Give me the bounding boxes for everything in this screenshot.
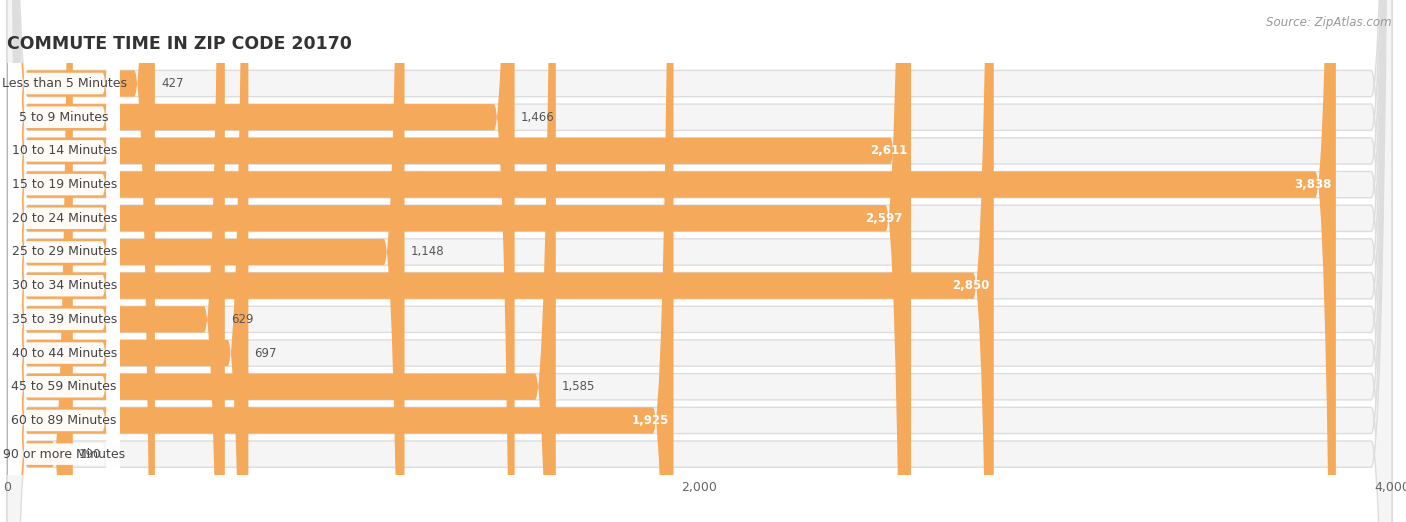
FancyBboxPatch shape <box>7 0 249 522</box>
FancyBboxPatch shape <box>7 0 1392 522</box>
FancyBboxPatch shape <box>8 0 120 522</box>
FancyBboxPatch shape <box>8 0 120 522</box>
FancyBboxPatch shape <box>7 0 1392 522</box>
FancyBboxPatch shape <box>8 0 120 522</box>
Text: 1,466: 1,466 <box>520 111 554 124</box>
Text: 25 to 29 Minutes: 25 to 29 Minutes <box>11 245 117 258</box>
Text: 1,925: 1,925 <box>631 414 669 427</box>
FancyBboxPatch shape <box>7 0 1392 522</box>
Text: 10 to 14 Minutes: 10 to 14 Minutes <box>11 145 117 158</box>
FancyBboxPatch shape <box>7 0 225 522</box>
FancyBboxPatch shape <box>8 0 120 522</box>
FancyBboxPatch shape <box>8 0 120 522</box>
Text: 45 to 59 Minutes: 45 to 59 Minutes <box>11 380 117 393</box>
Text: 60 to 89 Minutes: 60 to 89 Minutes <box>11 414 117 427</box>
FancyBboxPatch shape <box>7 0 1392 522</box>
FancyBboxPatch shape <box>7 0 911 522</box>
FancyBboxPatch shape <box>7 0 907 522</box>
Text: 5 to 9 Minutes: 5 to 9 Minutes <box>20 111 108 124</box>
FancyBboxPatch shape <box>7 0 1392 522</box>
FancyBboxPatch shape <box>8 0 120 522</box>
FancyBboxPatch shape <box>7 0 1392 522</box>
FancyBboxPatch shape <box>7 0 1392 522</box>
Text: 30 to 34 Minutes: 30 to 34 Minutes <box>11 279 117 292</box>
Text: 1,148: 1,148 <box>411 245 444 258</box>
FancyBboxPatch shape <box>7 0 1392 522</box>
Text: 629: 629 <box>231 313 253 326</box>
FancyBboxPatch shape <box>7 0 994 522</box>
Text: 3,838: 3,838 <box>1295 178 1331 191</box>
Text: 15 to 19 Minutes: 15 to 19 Minutes <box>11 178 117 191</box>
Text: 40 to 44 Minutes: 40 to 44 Minutes <box>11 347 117 360</box>
Text: 20 to 24 Minutes: 20 to 24 Minutes <box>11 212 117 225</box>
Text: 2,850: 2,850 <box>952 279 990 292</box>
FancyBboxPatch shape <box>7 0 405 522</box>
FancyBboxPatch shape <box>8 0 120 522</box>
FancyBboxPatch shape <box>7 0 1392 522</box>
FancyBboxPatch shape <box>8 0 120 522</box>
Text: 1,585: 1,585 <box>562 380 595 393</box>
Text: 190: 190 <box>79 448 101 460</box>
FancyBboxPatch shape <box>7 0 1336 522</box>
FancyBboxPatch shape <box>8 0 120 522</box>
FancyBboxPatch shape <box>7 0 155 522</box>
Text: 90 or more Minutes: 90 or more Minutes <box>3 448 125 460</box>
FancyBboxPatch shape <box>8 0 120 522</box>
Text: Source: ZipAtlas.com: Source: ZipAtlas.com <box>1267 16 1392 29</box>
FancyBboxPatch shape <box>7 0 73 522</box>
Text: 697: 697 <box>254 347 277 360</box>
FancyBboxPatch shape <box>7 0 673 522</box>
FancyBboxPatch shape <box>8 0 120 522</box>
Text: 35 to 39 Minutes: 35 to 39 Minutes <box>11 313 117 326</box>
FancyBboxPatch shape <box>7 0 555 522</box>
Text: COMMUTE TIME IN ZIP CODE 20170: COMMUTE TIME IN ZIP CODE 20170 <box>7 35 351 53</box>
Text: 2,597: 2,597 <box>865 212 903 225</box>
FancyBboxPatch shape <box>7 0 515 522</box>
FancyBboxPatch shape <box>7 0 1392 522</box>
Text: 2,611: 2,611 <box>870 145 907 158</box>
Text: Less than 5 Minutes: Less than 5 Minutes <box>1 77 127 90</box>
FancyBboxPatch shape <box>7 0 1392 522</box>
FancyBboxPatch shape <box>8 0 120 522</box>
FancyBboxPatch shape <box>7 0 1392 522</box>
Text: 427: 427 <box>162 77 184 90</box>
